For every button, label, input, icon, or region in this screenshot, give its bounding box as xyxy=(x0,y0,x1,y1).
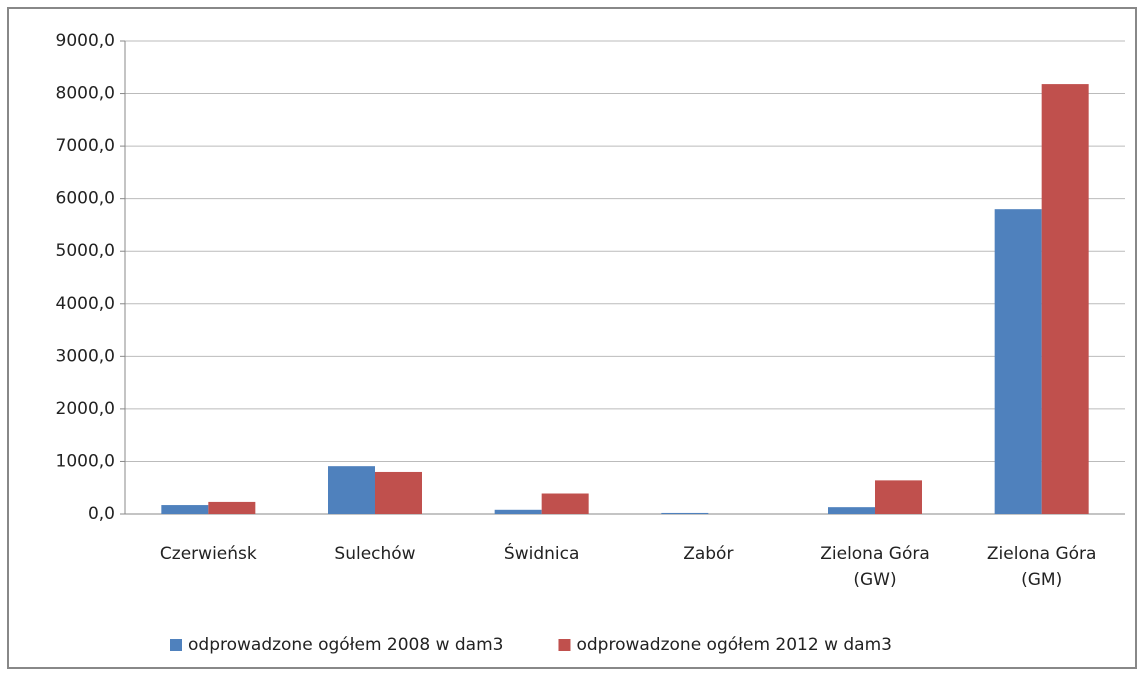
x-tick-label: Zielona Góra (GM) xyxy=(987,544,1097,590)
x-tick-label: Sulechów xyxy=(334,544,415,564)
y-tick-label: 6000,0 xyxy=(56,189,115,209)
bar xyxy=(661,512,709,514)
y-tick-label: 5000,0 xyxy=(56,241,115,261)
legend-label: odprowadzone ogółem 2008 w dam3 xyxy=(188,635,503,655)
y-tick-label: 3000,0 xyxy=(56,346,115,366)
legend-label: odprowadzone ogółem 2012 w dam3 xyxy=(576,635,891,655)
y-tick-label: 4000,0 xyxy=(56,294,115,314)
bar xyxy=(541,493,589,514)
legend-swatch xyxy=(558,639,571,651)
bar xyxy=(994,209,1042,514)
bar xyxy=(161,505,209,514)
y-tick-label: 2000,0 xyxy=(56,399,115,419)
bar xyxy=(875,480,922,514)
x-tick-label: Czerwieńsk xyxy=(160,544,257,564)
x-tick-label: Zabór xyxy=(683,544,733,564)
y-tick-label: 8000,0 xyxy=(56,84,115,104)
y-tick-label: 0,0 xyxy=(88,504,115,524)
legend-swatch xyxy=(170,639,182,651)
chart-frame xyxy=(7,7,1137,669)
bar xyxy=(208,501,256,514)
bar xyxy=(328,466,375,514)
bar xyxy=(1041,84,1089,515)
y-tick-label: 1000,0 xyxy=(56,451,115,471)
x-tick-label: Zielona Góra (GW) xyxy=(820,544,930,590)
bar xyxy=(828,507,875,514)
y-tick-label: 7000,0 xyxy=(56,136,115,156)
y-tick-label: 9000,0 xyxy=(56,31,115,51)
bar xyxy=(375,471,422,514)
x-tick-label: Świdnica xyxy=(504,542,579,564)
bar xyxy=(494,509,542,514)
